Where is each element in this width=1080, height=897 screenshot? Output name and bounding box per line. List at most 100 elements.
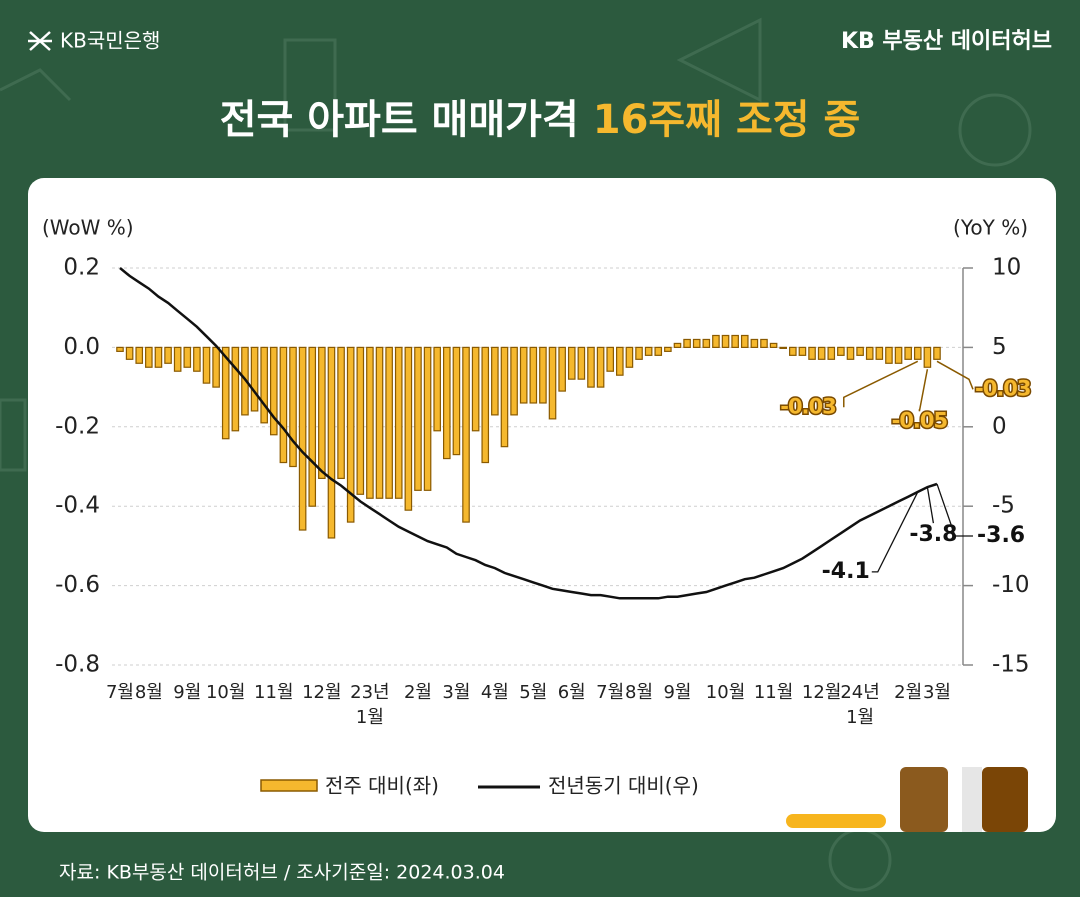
x-tick-label: 6월 [557, 682, 586, 703]
bar [202, 346, 211, 384]
y2-axis-label: (YoY %) [953, 216, 1028, 240]
line-annotation: -3.8 [909, 522, 957, 547]
bar [616, 346, 624, 376]
y2-tick-label: -5 [992, 493, 1015, 519]
bar [356, 346, 365, 495]
bar [740, 334, 749, 348]
bar [635, 346, 643, 360]
legend-swatch [260, 779, 318, 792]
bar [308, 346, 317, 507]
x-tick-label: 11월 [753, 682, 794, 703]
x-tick-label: 5월 [519, 682, 548, 703]
bar [769, 342, 778, 348]
bar [298, 346, 307, 531]
x-tick-label: 23년 1월 [350, 682, 390, 728]
bar [346, 346, 355, 523]
chart-title: 전국 아파트 매매가격 16주째 조정 중 [220, 97, 861, 143]
bar [894, 346, 903, 364]
bar [394, 346, 403, 499]
x-tick-label: 8월 [134, 682, 163, 703]
x-tick-label: 24년 1월 [840, 682, 880, 728]
bar [491, 346, 499, 416]
bar [808, 346, 816, 360]
bar [231, 346, 240, 432]
bar [606, 346, 615, 372]
legend-label: 전년동기 대비(우) [548, 774, 699, 798]
bar [164, 346, 172, 364]
bar [664, 346, 672, 352]
bar [798, 346, 807, 356]
y2-tick-label: 5 [992, 334, 1007, 360]
y2-tick-label: 10 [992, 255, 1021, 281]
bar [654, 346, 663, 356]
bar [539, 346, 547, 404]
y-tick-label: 0.2 [63, 255, 100, 281]
bar [471, 346, 480, 432]
bar [875, 346, 884, 360]
bar [173, 346, 182, 372]
bar [327, 346, 336, 539]
bar [385, 346, 393, 499]
annotation-leader [936, 360, 974, 390]
x-tick-label: 2월 [894, 682, 923, 703]
logo-text: KB국민은행 [60, 29, 160, 53]
bar [885, 346, 893, 364]
x-tick-label: 9월 [663, 682, 692, 703]
title-highlight: 16주째 조정 중 [593, 97, 861, 143]
bar [116, 346, 124, 352]
bar [904, 346, 912, 360]
bar-annotation: -0.05 [892, 408, 948, 432]
y2-tick-label: -10 [992, 572, 1030, 598]
x-tick-label: 11월 [254, 682, 294, 703]
bar [702, 338, 711, 348]
bar-annotation: -0.03 [975, 376, 1031, 400]
y-tick-label: -0.6 [55, 572, 100, 598]
decor-blocks [786, 767, 1028, 832]
x-tick-label: 7월 [596, 682, 625, 703]
bar [529, 346, 538, 404]
bar [587, 346, 595, 388]
bar [846, 346, 855, 360]
bar [933, 346, 941, 360]
source-note: 자료: KB부동산 데이터허브 / 조사기준일: 2024.03.04 [59, 862, 505, 884]
line-annotation: -3.6 [977, 523, 1025, 548]
kb-logo-mark [28, 31, 52, 51]
bar [923, 346, 932, 368]
bar [817, 346, 826, 360]
bar [779, 346, 788, 349]
bar [625, 346, 634, 368]
bar [318, 346, 326, 480]
legend-label: 전주 대비(좌) [325, 774, 439, 798]
bar [289, 346, 297, 468]
x-tick-label: 7월 [105, 682, 134, 703]
bar [443, 346, 451, 460]
y-tick-label: 0.0 [63, 334, 100, 360]
bar [596, 346, 605, 388]
x-tick-label: 10월 [205, 682, 246, 703]
bar [375, 346, 384, 499]
bar [404, 346, 413, 511]
bar [721, 334, 730, 348]
bar [279, 346, 288, 464]
line-annotation: -4.1 [822, 559, 870, 584]
title-main: 전국 아파트 매매가격 [220, 97, 579, 143]
bar [337, 346, 345, 480]
x-tick-label: 3월 [442, 682, 471, 703]
bar [856, 346, 864, 356]
bar [865, 346, 874, 360]
bar [644, 346, 653, 356]
bar [183, 346, 192, 368]
bar [260, 346, 268, 424]
annotation-leader [843, 360, 919, 408]
x-tick-label: 2월 [403, 682, 432, 703]
x-tick-label: 12월 [801, 682, 842, 703]
bar [673, 342, 682, 348]
y-tick-label: -0.2 [55, 413, 100, 439]
y-axis-label: (WoW %) [42, 216, 134, 240]
bar [481, 346, 490, 464]
bar [519, 346, 528, 404]
y-tick-label: -0.8 [55, 652, 100, 678]
bar [269, 346, 278, 436]
annotation-leader [918, 369, 929, 412]
